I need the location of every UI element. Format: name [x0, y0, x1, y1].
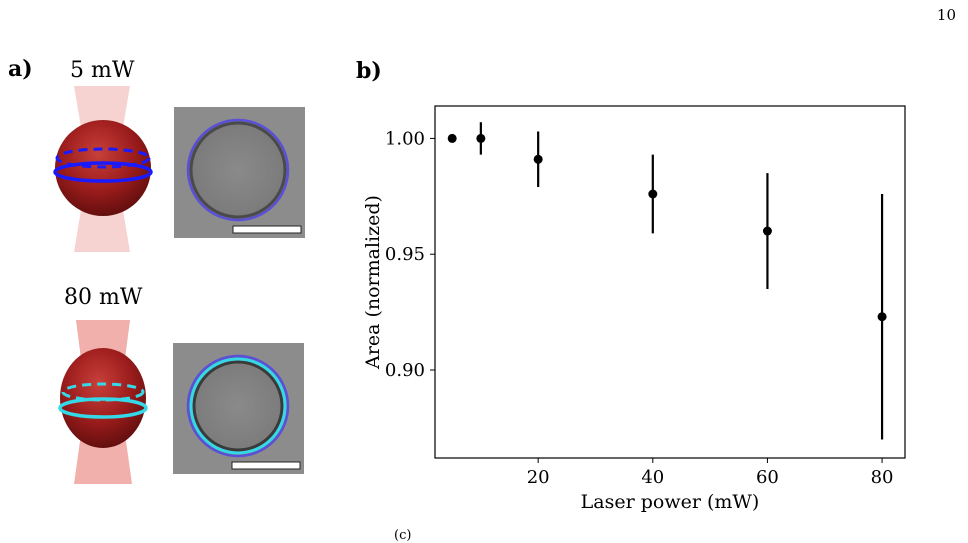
y-tick-label: 1.00 [385, 128, 425, 149]
data-point [877, 312, 887, 322]
y-axis-label: Area (normalized) [362, 195, 384, 370]
x-tick-label: 80 [871, 467, 894, 488]
x-axis-label: Laser power (mW) [581, 491, 760, 513]
y-tick-label: 0.95 [385, 244, 425, 265]
inner-ring-80mw [189, 357, 287, 455]
x-tick-label: 60 [756, 467, 779, 488]
panel-b-label: b) [356, 58, 382, 84]
data-point [447, 133, 457, 143]
x-ticks: 20 40 60 80 [527, 458, 894, 488]
x-tick-label: 40 [641, 467, 664, 488]
fit-ring-80mw [186, 354, 290, 458]
power-label-80mw: 80 mW [64, 285, 143, 310]
scale-bar-5mw [232, 225, 302, 234]
panel-a-label: a) [8, 56, 33, 82]
data-points [447, 122, 887, 440]
ring-dashed-80mw [61, 382, 145, 402]
x-tick-label: 20 [527, 467, 550, 488]
micrograph-5mw [174, 107, 305, 238]
caption-fragment: (c) [394, 528, 412, 543]
ring-solid-5mw [53, 161, 153, 183]
panel-a-illustrations [53, 86, 305, 484]
droplet-5mw [53, 120, 153, 216]
ring-solid-80mw [58, 397, 148, 419]
scale-bar-80mw [231, 461, 301, 470]
data-point [476, 133, 486, 143]
plot-frame [434, 105, 906, 459]
page-number: 10 [936, 6, 956, 24]
data-point [648, 189, 658, 199]
data-point [762, 226, 772, 236]
ring-dashed-5mw [55, 147, 151, 169]
micrograph-80mw [173, 343, 304, 474]
y-ticks: 0.90 0.95 1.00 [385, 128, 435, 381]
droplet-80mw [58, 348, 148, 448]
fit-ring-5mw [186, 118, 290, 222]
data-point [533, 154, 543, 164]
y-tick-label: 0.90 [385, 360, 425, 381]
power-label-5mw: 5 mW [70, 58, 135, 83]
